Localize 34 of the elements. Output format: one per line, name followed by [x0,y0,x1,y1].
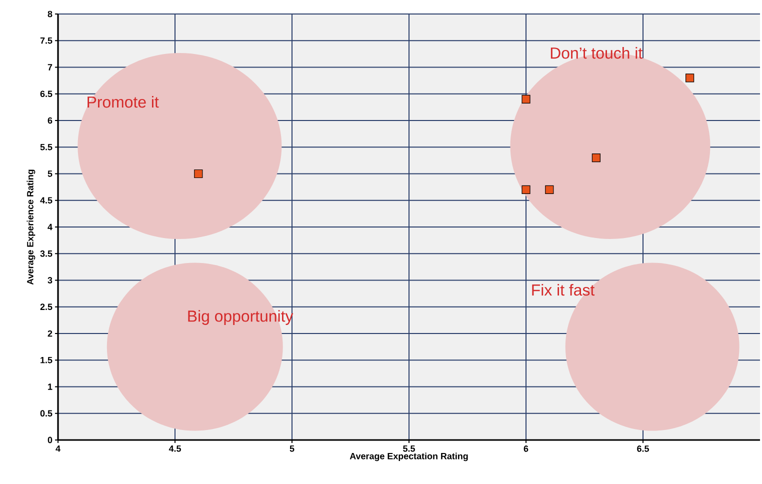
y-tick-label: 3 [48,277,52,284]
y-tick-label: 5.5 [40,144,52,150]
y-tick-label: 3.5 [40,250,52,257]
y-tick-label: 4 [48,224,52,230]
x-axis-title: Average Expectation Rating [350,452,468,462]
y-tick-label: 2 [48,330,52,337]
y-tick-label: 7.5 [40,37,52,44]
y-tick-label: 6.5 [40,90,52,98]
y-tick-label: 7 [48,64,52,70]
point [522,94,530,104]
x-tick-label: 6.5 [637,446,649,452]
y-tick-label: 0 [48,436,52,444]
y-tick-label: 6 [48,117,52,124]
x-tick-label: 5.5 [403,446,415,452]
y-axis-title: Average Experience Rating [26,170,36,285]
x-tick-label: 5 [290,446,294,452]
y-tick-label: 5 [48,170,52,177]
x-tick-label: 4.5 [168,446,181,452]
annotation: Don’t touch it [550,47,642,59]
y-tick-label: 1.5 [40,356,52,364]
y-tick-label: 8 [48,10,52,18]
point [686,74,694,82]
y-tick-label: 4.5 [40,197,52,204]
y-tick-label: 2.5 [40,304,52,310]
y-tick-label: 1 [48,384,52,390]
annotation: Fix it fast [532,284,595,296]
x-tick-label: 4 [56,446,60,452]
point [545,185,554,194]
point [592,153,601,162]
point [194,169,203,178]
annotation: Promote it [88,96,159,108]
x-tick-label: 6 [524,446,528,452]
y-tick-label: 0.5 [40,410,52,417]
point [522,185,530,194]
